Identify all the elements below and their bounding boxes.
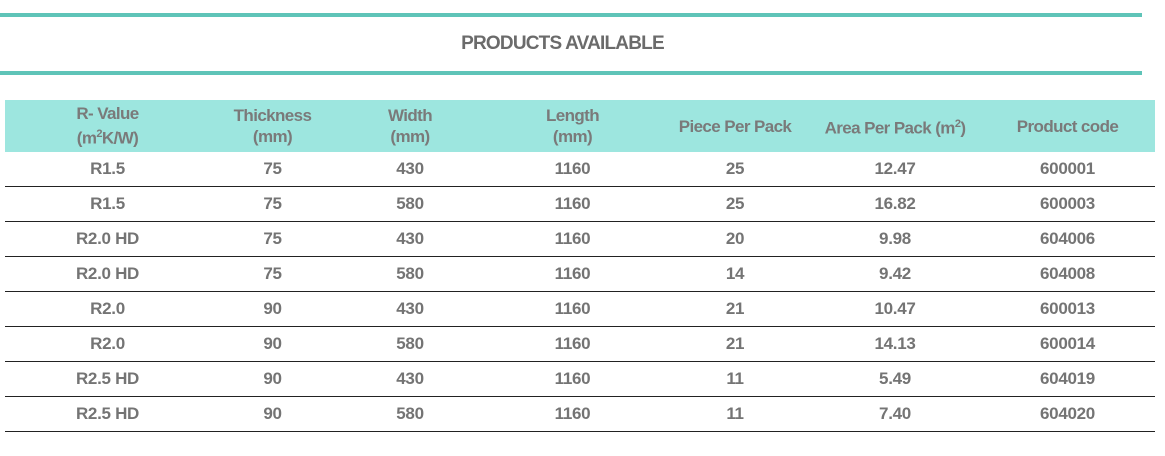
cell-piece-per-pack: 11 — [660, 396, 810, 432]
cell-area-per-pack: 9.42 — [810, 256, 980, 292]
cell-r-value: R2.0 — [5, 291, 210, 327]
cell-area-per-pack: 7.40 — [810, 396, 980, 432]
table-row: R1.5 75 430 1160 25 12.47 600001 — [5, 152, 1155, 187]
table-row: R1.5 75 580 1160 25 16.82 600003 — [5, 186, 1155, 222]
cell-width: 580 — [335, 256, 485, 292]
header-r-value: R- Value (m2K/W) — [5, 100, 210, 152]
table-row: R2.5 HD 90 580 1160 11 7.40 604020 — [5, 396, 1155, 432]
cell-area-per-pack: 10.47 — [810, 291, 980, 327]
cell-width: 430 — [335, 361, 485, 397]
cell-product-code: 600003 — [980, 186, 1155, 222]
cell-piece-per-pack: 25 — [660, 186, 810, 222]
cell-r-value: R1.5 — [5, 186, 210, 222]
header-area-per-pack: Area Per Pack (m2) — [810, 100, 980, 152]
cell-area-per-pack: 9.98 — [810, 221, 980, 257]
cell-thickness: 75 — [210, 256, 335, 292]
cell-length: 1160 — [485, 396, 660, 432]
cell-area-per-pack: 5.49 — [810, 361, 980, 397]
cell-thickness: 90 — [210, 396, 335, 432]
cell-length: 1160 — [485, 186, 660, 222]
table-row: R2.0 90 580 1160 21 14.13 600014 — [5, 326, 1155, 362]
cell-thickness: 90 — [210, 326, 335, 362]
cell-product-code: 604006 — [980, 221, 1155, 257]
header-length: Length (mm) — [485, 100, 660, 152]
cell-length: 1160 — [485, 361, 660, 397]
cell-area-per-pack: 14.13 — [810, 326, 980, 362]
cell-thickness: 75 — [210, 221, 335, 257]
cell-thickness: 75 — [210, 152, 335, 187]
cell-width: 430 — [335, 152, 485, 187]
header-product-code: Product code — [980, 100, 1155, 152]
cell-product-code: 600001 — [980, 152, 1155, 187]
cell-width: 430 — [335, 221, 485, 257]
section-title: PRODUCTS AVAILABLE — [461, 33, 665, 54]
table-row: R2.0 90 430 1160 21 10.47 600013 — [5, 291, 1155, 327]
cell-width: 430 — [335, 291, 485, 327]
cell-r-value: R2.0 HD — [5, 221, 210, 257]
cell-piece-per-pack: 21 — [660, 291, 810, 327]
cell-product-code: 604019 — [980, 361, 1155, 397]
cell-thickness: 90 — [210, 291, 335, 327]
top-divider — [0, 13, 1142, 17]
cell-r-value: R2.5 HD — [5, 361, 210, 397]
header-thickness: Thickness (mm) — [210, 100, 335, 152]
cell-area-per-pack: 12.47 — [810, 152, 980, 187]
cell-length: 1160 — [485, 326, 660, 362]
cell-product-code: 604008 — [980, 256, 1155, 292]
cell-thickness: 75 — [210, 186, 335, 222]
cell-piece-per-pack: 21 — [660, 326, 810, 362]
table-header-row: R- Value (m2K/W) Thickness (mm) Width (mm) … — [5, 100, 1155, 152]
cell-length: 1160 — [485, 152, 660, 187]
title-divider — [0, 71, 1142, 75]
cell-r-value: R2.0 HD — [5, 256, 210, 292]
cell-product-code: 600013 — [980, 291, 1155, 327]
cell-length: 1160 — [485, 221, 660, 257]
table-row: R2.5 HD 90 430 1160 11 5.49 604019 — [5, 361, 1155, 397]
cell-product-code: 600014 — [980, 326, 1155, 362]
cell-r-value: R2.0 — [5, 326, 210, 362]
cell-r-value: R2.5 HD — [5, 396, 210, 432]
cell-piece-per-pack: 25 — [660, 152, 810, 187]
cell-r-value: R1.5 — [5, 152, 210, 187]
table-row: R2.0 HD 75 430 1160 20 9.98 604006 — [5, 221, 1155, 257]
cell-piece-per-pack: 14 — [660, 256, 810, 292]
cell-width: 580 — [335, 186, 485, 222]
cell-length: 1160 — [485, 256, 660, 292]
cell-area-per-pack: 16.82 — [810, 186, 980, 222]
cell-width: 580 — [335, 396, 485, 432]
cell-thickness: 90 — [210, 361, 335, 397]
header-width: Width (mm) — [335, 100, 485, 152]
cell-length: 1160 — [485, 291, 660, 327]
products-table: R- Value (m2K/W) Thickness (mm) Width (mm) … — [5, 100, 1155, 432]
header-piece-per-pack: Piece Per Pack — [660, 100, 810, 152]
cell-piece-per-pack: 20 — [660, 221, 810, 257]
table-row: R2.0 HD 75 580 1160 14 9.42 604008 — [5, 256, 1155, 292]
cell-width: 580 — [335, 326, 485, 362]
cell-piece-per-pack: 11 — [660, 361, 810, 397]
cell-product-code: 604020 — [980, 396, 1155, 432]
